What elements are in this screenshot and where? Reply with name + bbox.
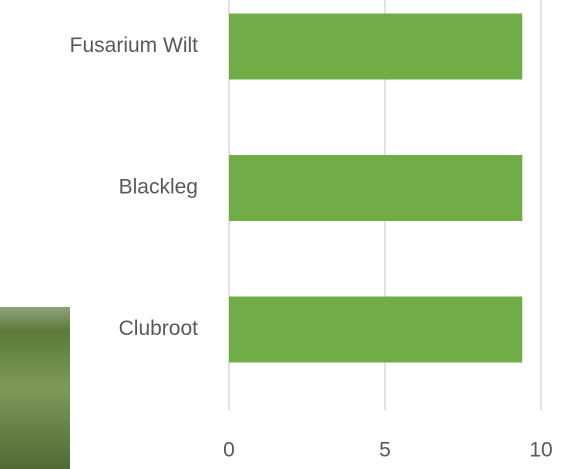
- background-photo: [0, 307, 70, 469]
- bar: [229, 13, 523, 80]
- x-tick-label: 10: [529, 439, 552, 462]
- y-tick-label: Blackleg: [119, 176, 198, 199]
- y-tick-label: Fusarium Wilt: [70, 34, 199, 57]
- x-tick-label: 0: [223, 439, 235, 462]
- y-tick-label: Clubroot: [119, 317, 199, 340]
- x-tick-label: 5: [379, 439, 391, 462]
- bar: [229, 296, 523, 363]
- bar: [229, 155, 523, 221]
